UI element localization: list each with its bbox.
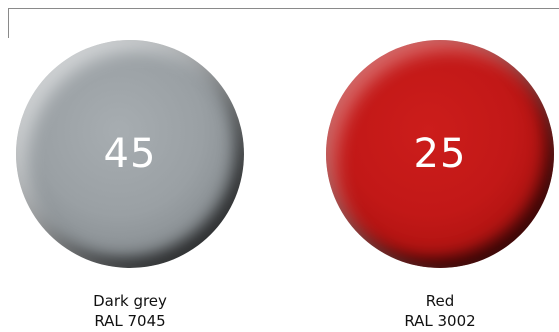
color-disc: 45 (16, 40, 244, 268)
color-swatch-red: 25 Red RAL 3002 (320, 0, 559, 332)
color-name: Dark grey (93, 292, 167, 310)
swatch-number: 25 (413, 131, 467, 177)
swatch-number: 45 (103, 131, 157, 177)
color-disc: 25 (326, 40, 554, 268)
frame-border-top (8, 8, 559, 9)
frame-border-left (8, 8, 9, 38)
color-name: Red (425, 292, 455, 310)
ral-code: RAL 3002 (404, 312, 476, 330)
ral-code: RAL 7045 (94, 312, 166, 330)
color-swatch-dark-grey: 45 Dark grey RAL 7045 (10, 0, 250, 332)
